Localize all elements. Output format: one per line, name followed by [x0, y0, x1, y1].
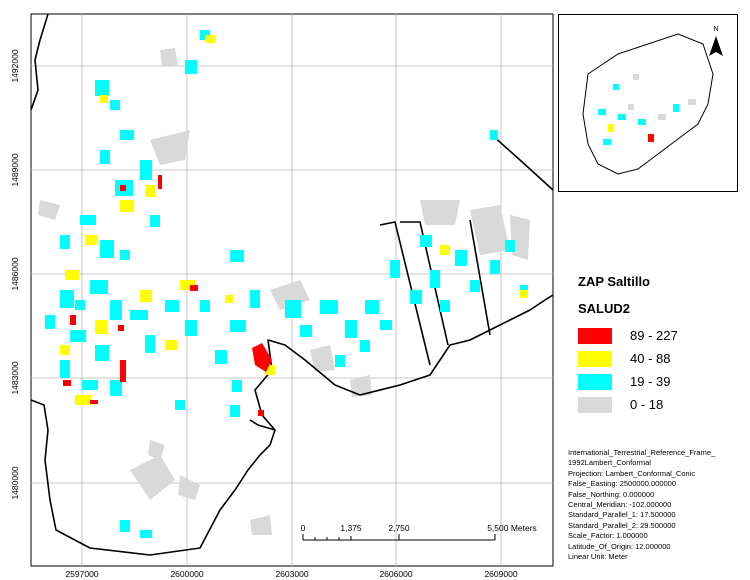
y-tick-label: 1486000 — [10, 257, 20, 290]
class-40-88-blocks — [60, 35, 528, 405]
scale-label-0: 0 — [301, 523, 306, 533]
projection-line: False_Easting: 2500000.000000 — [568, 479, 677, 489]
x-tick-label: 2609000 — [484, 569, 517, 579]
scale-label-5500: 5,500 Meters — [487, 523, 537, 533]
legend-item: 40 - 88 — [578, 347, 738, 370]
north-label: N — [713, 26, 718, 33]
legend-label: 0 - 18 — [630, 397, 664, 412]
x-tick-label: 2597000 — [65, 569, 98, 579]
legend: ZAP Saltillo SALUD2 89 - 227 40 - 88 19 … — [578, 274, 738, 416]
x-tick-labels: 2597000 2600000 2603000 2606000 2609000 — [65, 569, 517, 579]
north-arrow-icon — [709, 36, 723, 56]
scale-bar: 0 1,375 2,750 5,500 Meters — [301, 523, 537, 541]
projection-line: Central_Meridian: -102.000000 — [568, 500, 672, 510]
projection-line: 1992Lambert_Conformal — [568, 458, 651, 468]
projection-line: Standard_Parallel_2: 29.500000 — [568, 520, 676, 530]
legend-item: 89 - 227 — [578, 324, 738, 347]
legend-swatch — [578, 396, 612, 413]
projection-line: Standard_Parallel_1: 17.500000 — [568, 510, 676, 520]
y-tick-label: 1480000 — [10, 466, 20, 499]
scale-label-2750: 2,750 — [388, 523, 410, 533]
class-89-227-blocks — [63, 175, 272, 416]
inset-blocks — [598, 74, 696, 145]
projection-line: Projection: Lambert_Conformal_Conic — [568, 468, 696, 478]
legend-label: 19 - 39 — [630, 374, 671, 389]
legend-swatch — [578, 350, 612, 367]
gridlines — [31, 14, 553, 566]
north-arrow: N — [709, 26, 723, 56]
x-tick-label: 2600000 — [170, 569, 203, 579]
projection-line: False_Northing: 0.000000 — [568, 489, 655, 499]
legend-title: ZAP Saltillo — [578, 274, 650, 289]
projection-line: Latitude_Of_Origin: 12.000000 — [568, 541, 671, 551]
x-tick-label: 2603000 — [275, 569, 308, 579]
y-tick-labels: 1492000 1489000 1486000 1483000 1480000 — [10, 49, 20, 499]
scale-label-1375: 1,375 — [340, 523, 362, 533]
inset-city-boundary — [582, 33, 714, 175]
projection-info: International_Terrestrial_Reference_Fram… — [568, 448, 746, 562]
legend-label: 40 - 88 — [630, 351, 671, 366]
inset-map: N — [558, 14, 738, 192]
projection-line: International_Terrestrial_Reference_Fram… — [568, 448, 716, 457]
projection-line: Linear Unit: Meter — [568, 552, 628, 562]
x-tick-label: 2606000 — [379, 569, 412, 579]
legend-label: 89 - 227 — [630, 328, 678, 343]
city-boundary — [30, 13, 554, 556]
legend-swatch — [578, 373, 612, 390]
legend-item: 0 - 18 — [578, 393, 738, 416]
class-0-18-blocks — [38, 48, 530, 535]
y-tick-label: 1492000 — [10, 49, 20, 82]
projection-line: Scale_Factor: 1.000000 — [568, 531, 648, 541]
inset-frame — [558, 14, 738, 192]
legend-swatch — [578, 327, 612, 344]
y-tick-label: 1483000 — [10, 361, 20, 394]
legend-item: 19 - 39 — [578, 370, 738, 393]
y-tick-label: 1489000 — [10, 153, 20, 186]
legend-subtitle: SALUD2 — [578, 301, 631, 316]
